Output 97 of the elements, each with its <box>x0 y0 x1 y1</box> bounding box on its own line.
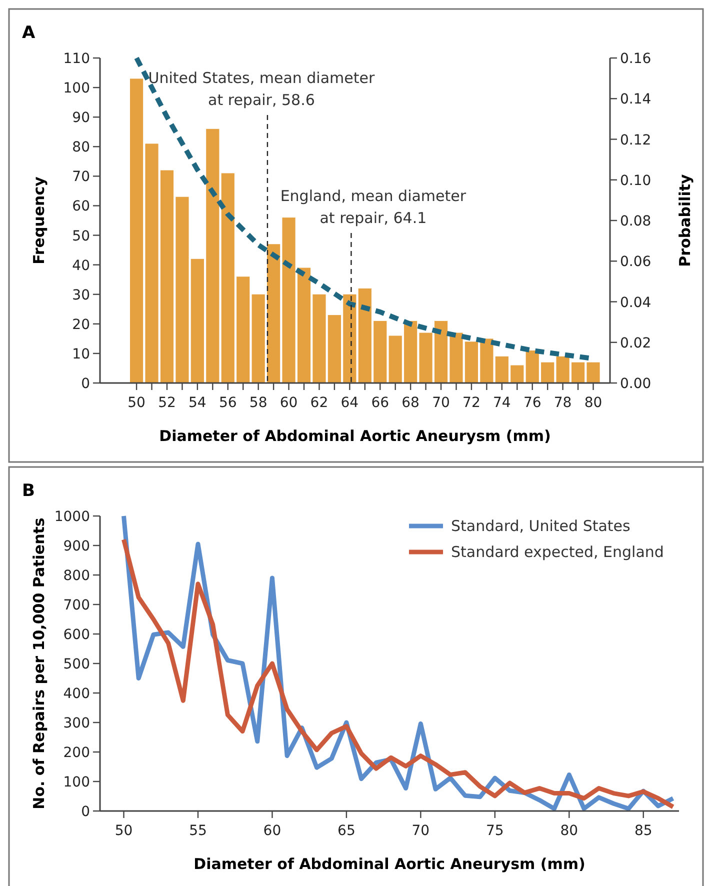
x-tick-label: 76 <box>523 395 542 411</box>
x-tick-label: 54 <box>188 395 206 411</box>
ref-line-label: England, mean diameter at repair, 64.1 <box>280 187 467 227</box>
x-tick-label: 74 <box>492 395 511 411</box>
y-tick-label: 900 <box>63 538 90 554</box>
y-tick-label: 20 <box>72 316 90 333</box>
x-tick-label: 62 <box>310 395 328 411</box>
y-axis-title: No. of Repairs per 10,000 Patients <box>30 518 48 810</box>
y2-tick-label: 0.04 <box>620 294 652 311</box>
x-tick-label: 60 <box>263 823 282 839</box>
bar <box>419 332 432 383</box>
y-tick-label: 110 <box>63 51 90 67</box>
bar <box>252 294 265 383</box>
y2-tick-label: 0.16 <box>620 51 652 67</box>
bar <box>145 144 158 383</box>
bar <box>236 276 250 383</box>
y-tick-label: 60 <box>72 198 90 215</box>
x-tick-label: 70 <box>432 395 450 411</box>
y2-tick-label: 0.02 <box>620 335 652 352</box>
bar <box>374 320 387 383</box>
x-tick-label: 58 <box>249 395 268 411</box>
y2-tick-label: 0.10 <box>620 172 652 189</box>
x-axis-title: Diameter of Abdominal Aortic Aneurysm (mm) <box>194 855 586 873</box>
y-tick-label: 200 <box>63 745 90 761</box>
y-tick-label: 100 <box>63 774 90 790</box>
bar <box>190 258 204 383</box>
ref-line-label: United States, mean diameter at repair, 58.6 <box>148 69 376 109</box>
x-tick-label: 68 <box>402 395 420 411</box>
bar <box>160 170 174 383</box>
y-tick-label: 70 <box>72 169 90 186</box>
bar <box>267 244 280 383</box>
bar <box>510 365 524 383</box>
bar <box>176 196 189 383</box>
y-tick-label: 10 <box>72 346 90 362</box>
y2-tick-label: 0.06 <box>620 254 652 270</box>
y-tick-label: 1000 <box>54 509 90 525</box>
y-tick-label: 300 <box>63 716 90 732</box>
y-axis-title: Frequency <box>30 176 48 264</box>
bar <box>206 128 220 383</box>
bar <box>388 336 402 383</box>
y2-tick-label: 0.12 <box>620 132 652 148</box>
y-tick-label: 90 <box>72 110 90 126</box>
x-axis-title: Diameter of Abdominal Aortic Aneurysm (mm) <box>159 427 551 445</box>
y-tick-label: 600 <box>63 627 90 643</box>
x-tick-label: 70 <box>412 823 430 839</box>
bar <box>434 320 448 383</box>
text: A <box>22 23 36 43</box>
x-tick-label: 52 <box>158 395 176 411</box>
y-tick-label: 100 <box>63 80 90 97</box>
x-tick-label: 80 <box>584 395 602 411</box>
y-tick-label: 400 <box>63 686 90 702</box>
bar <box>571 362 585 383</box>
x-tick-label: 64 <box>340 395 359 411</box>
y-tick-label: 700 <box>63 598 90 614</box>
y-tick-label: 0 <box>81 804 90 820</box>
x-tick-label: 60 <box>280 395 298 411</box>
bar <box>312 294 326 383</box>
y-tick-label: 80 <box>72 140 90 156</box>
bar <box>358 288 372 383</box>
y2-tick-label: 0.08 <box>620 214 652 230</box>
bar <box>282 218 296 383</box>
bar <box>464 342 478 383</box>
x-tick-label: 75 <box>486 823 504 839</box>
bar <box>526 350 539 383</box>
y2-tick-label: 0.00 <box>620 376 652 392</box>
bar <box>480 338 494 383</box>
legend-label: Standard, United States <box>451 517 631 535</box>
bar <box>450 332 463 383</box>
bar <box>586 362 600 383</box>
y-tick-label: 30 <box>72 287 90 304</box>
y-tick-label: 500 <box>63 656 90 672</box>
bar <box>130 78 144 383</box>
x-tick-label: 80 <box>560 823 578 839</box>
x-tick-label: 85 <box>634 823 652 839</box>
x-tick-label: 50 <box>114 823 133 839</box>
x-tick-label: 65 <box>338 823 356 839</box>
y-tick-label: 40 <box>72 258 90 274</box>
bar <box>556 356 570 383</box>
x-tick-label: 72 <box>462 395 480 411</box>
x-tick-label: 50 <box>128 395 146 411</box>
bar <box>328 315 341 383</box>
y2-tick-label: 0.14 <box>620 92 652 108</box>
x-tick-label: 66 <box>371 395 390 411</box>
bar <box>221 173 234 383</box>
y-tick-label: 800 <box>63 568 90 584</box>
bar <box>495 356 508 383</box>
bar <box>297 268 311 383</box>
x-tick-label: 56 <box>218 395 237 411</box>
x-tick-label: 78 <box>554 395 572 411</box>
y2-axis-title: Probability <box>676 174 694 267</box>
legend-label: Standard expected, England <box>451 543 664 561</box>
bar <box>541 362 554 383</box>
y-tick-label: 0 <box>81 376 90 392</box>
bar <box>404 320 418 383</box>
text: B <box>22 481 35 501</box>
x-tick-label: 55 <box>189 823 207 839</box>
y-tick-label: 50 <box>72 228 90 244</box>
